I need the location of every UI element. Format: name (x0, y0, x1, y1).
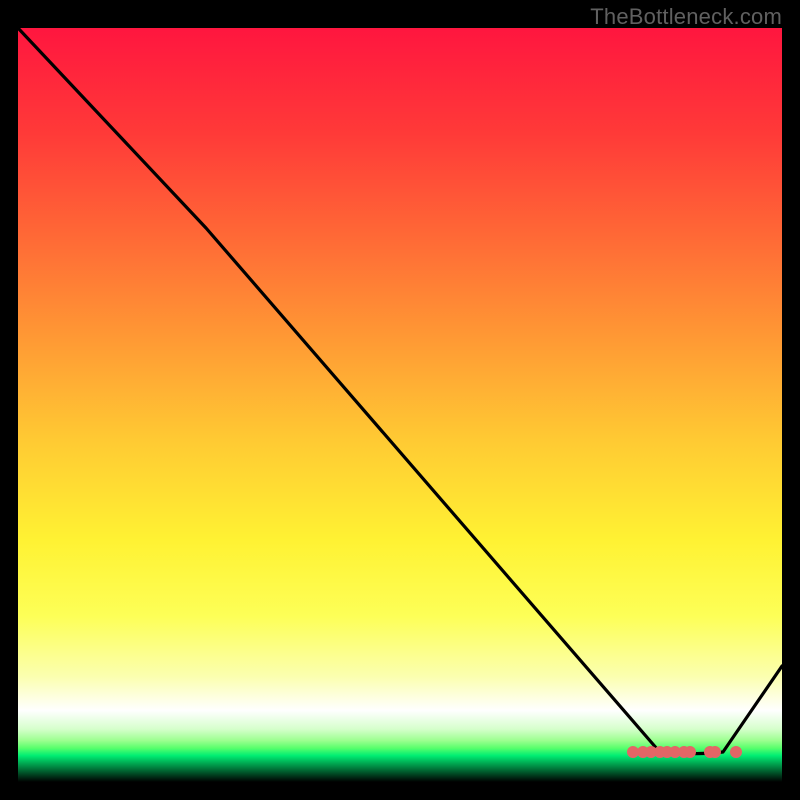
gradient-background (18, 28, 782, 782)
chart-root: { "watermark": { "text": "TheBottleneck.… (0, 0, 800, 800)
watermark-text: TheBottleneck.com (590, 4, 782, 30)
marker-point (710, 747, 721, 758)
marker-point (628, 747, 639, 758)
marker-point (731, 747, 742, 758)
marker-point (685, 747, 696, 758)
bottleneck-chart (18, 28, 782, 782)
